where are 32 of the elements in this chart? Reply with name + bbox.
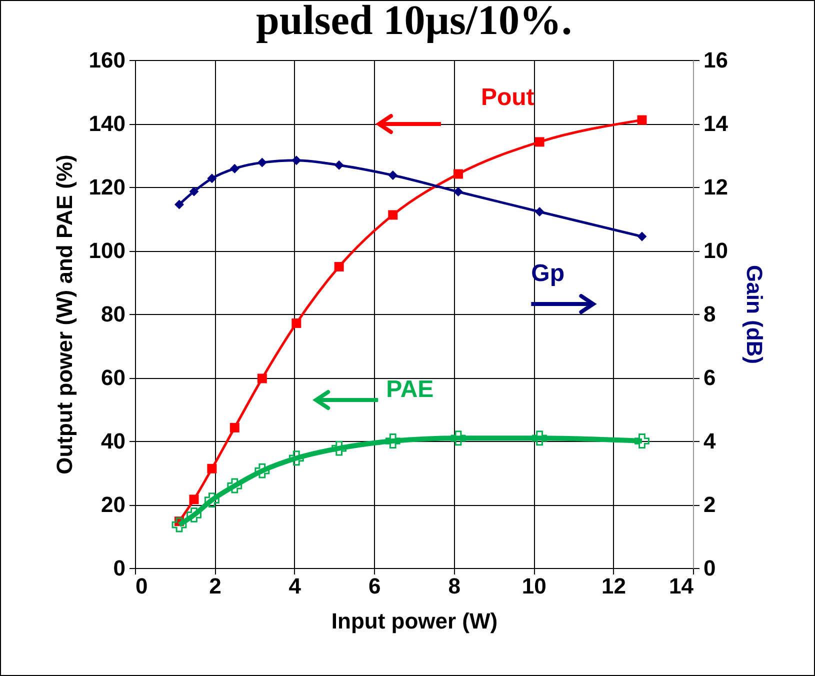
y-tick-label: 40 xyxy=(101,428,126,454)
x-tick-label: 8 xyxy=(448,574,460,598)
x-axis-title: Input power (W) xyxy=(331,608,498,634)
y2-tick-label: 6 xyxy=(704,365,716,390)
y-tick-label: 100 xyxy=(88,238,126,263)
y2-tick-label: 4 xyxy=(704,428,716,454)
x-tick-label: 10 xyxy=(522,574,546,598)
y2-tick-label: 2 xyxy=(704,492,716,517)
x-tick-label: 0 xyxy=(136,574,148,598)
y2-tick-label: 10 xyxy=(704,238,728,263)
y-tick-label: 60 xyxy=(101,365,126,390)
y-tick-label: 120 xyxy=(88,174,126,200)
series-label: Pout xyxy=(480,84,534,111)
y-tick-label: 160 xyxy=(88,48,126,72)
x-tick-label: 4 xyxy=(288,574,302,598)
y2-tick-label: 0 xyxy=(704,556,716,580)
y2-tick-label: 16 xyxy=(704,48,728,72)
x-tick-label: 14 xyxy=(669,574,694,598)
y-tick-label: 80 xyxy=(101,302,126,326)
legend-label: PAE xyxy=(386,376,434,403)
y-tick-label: 0 xyxy=(113,556,126,580)
y-tick-label: 20 xyxy=(101,492,126,517)
y2-axis-title: Gain (dB) xyxy=(742,265,767,364)
y2-tick-label: 14 xyxy=(704,111,729,136)
x-tick-label: 2 xyxy=(209,574,222,598)
y-axis-title: Output power (W) and PAE (%) xyxy=(52,154,77,474)
y2-tick-label: 12 xyxy=(704,174,728,200)
y-tick-label: 140 xyxy=(88,111,126,136)
y2-tick-label: 8 xyxy=(704,302,716,326)
chart-title: pulsed 10µs/10%. xyxy=(256,0,572,44)
x-tick-label: 12 xyxy=(602,574,626,598)
x-tick-label: 6 xyxy=(368,574,381,598)
